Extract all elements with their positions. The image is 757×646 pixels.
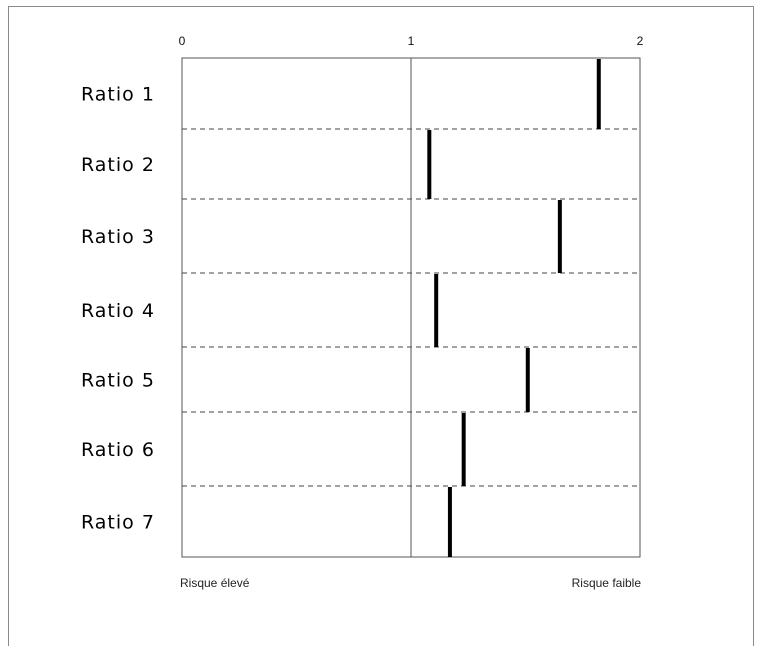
x-tick-label: 0: [179, 34, 186, 48]
row-label: Ratio 3: [81, 226, 155, 248]
row-label: Ratio 5: [81, 370, 155, 392]
row-label: Ratio 1: [81, 84, 155, 106]
x-tick-label: 1: [408, 34, 415, 48]
row-label: Ratio 6: [81, 439, 155, 461]
row-label: Ratio 2: [81, 154, 155, 176]
row-label: Ratio 7: [81, 512, 155, 534]
risk-low-label: Risque faible: [572, 576, 642, 590]
row-label: Ratio 4: [81, 300, 155, 322]
x-tick-label: 2: [637, 34, 644, 48]
risk-high-label: Risque élevé: [180, 576, 250, 590]
